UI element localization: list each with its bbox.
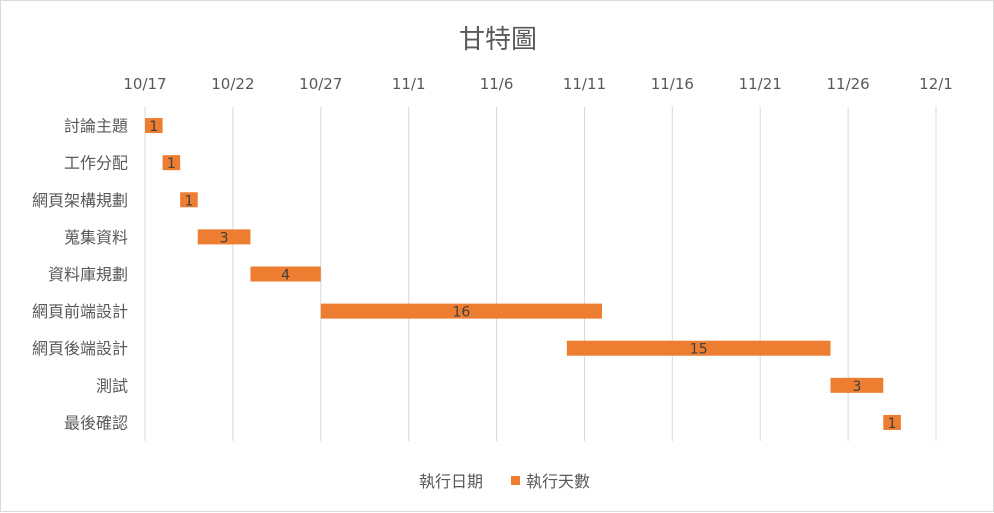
duration-data-label: 3 — [220, 230, 229, 246]
x-tick-label: 11/6 — [480, 75, 514, 93]
duration-bar — [162, 155, 181, 171]
duration-bar — [566, 340, 831, 356]
duration-bar — [320, 303, 603, 319]
legend: 執行日期 執行天數 — [419, 472, 590, 491]
legend-swatch-duration — [511, 476, 520, 485]
duration-data-label: 3 — [852, 379, 861, 395]
duration-data-label: 16 — [452, 305, 470, 321]
x-tick-label: 10/27 — [299, 75, 342, 93]
x-tick-label: 10/22 — [211, 75, 254, 93]
category-label: 網頁前端設計 — [32, 302, 128, 321]
duration-bar — [830, 377, 884, 393]
duration-data-label: 1 — [888, 416, 897, 432]
duration-data-label: 15 — [690, 342, 708, 358]
category-label: 測試 — [96, 376, 128, 395]
duration-bar — [145, 118, 163, 134]
chart-title: 甘特圖 — [458, 25, 537, 55]
x-axis-ticks: 10/17 10/22 10/27 11/1 11/6 11/11 11/16 11/21 11… — [123, 75, 952, 93]
duration-data-label: 1 — [167, 156, 176, 172]
legend-label-duration: 執行天數 — [526, 472, 590, 491]
duration-data-label: 1 — [184, 193, 193, 209]
category-label: 最後確認 — [64, 413, 128, 432]
category-labels: 討論主題工作分配網頁架構規劃蒐集資料資料庫規劃網頁前端設計網頁後端設計測試最後確… — [32, 117, 128, 433]
x-tick-label: 10/17 — [123, 75, 166, 93]
category-label: 網頁架構規劃 — [32, 191, 128, 210]
duration-data-label: 4 — [281, 268, 290, 284]
x-tick-label: 11/21 — [739, 75, 782, 93]
duration-bar — [197, 229, 251, 245]
x-tick-label: 11/26 — [826, 75, 869, 93]
duration-bar — [883, 414, 901, 430]
legend-label-start-date: 執行日期 — [419, 472, 483, 491]
duration-bar — [180, 192, 198, 208]
category-label: 資料庫規劃 — [48, 265, 128, 284]
x-tick-label: 12/1 — [919, 75, 953, 93]
category-label: 討論主題 — [64, 117, 128, 136]
bars — [145, 118, 901, 430]
data-labels: 1 1 1 3 4 16 15 3 1 — [149, 119, 896, 432]
category-label: 網頁後端設計 — [32, 339, 128, 358]
category-label: 工作分配 — [64, 154, 128, 173]
category-label: 蒐集資料 — [64, 228, 128, 247]
duration-data-label: 1 — [149, 119, 158, 135]
x-tick-label: 11/1 — [392, 75, 426, 93]
x-tick-label: 11/16 — [651, 75, 694, 93]
x-tick-label: 11/11 — [563, 75, 606, 93]
duration-bar — [250, 266, 321, 282]
